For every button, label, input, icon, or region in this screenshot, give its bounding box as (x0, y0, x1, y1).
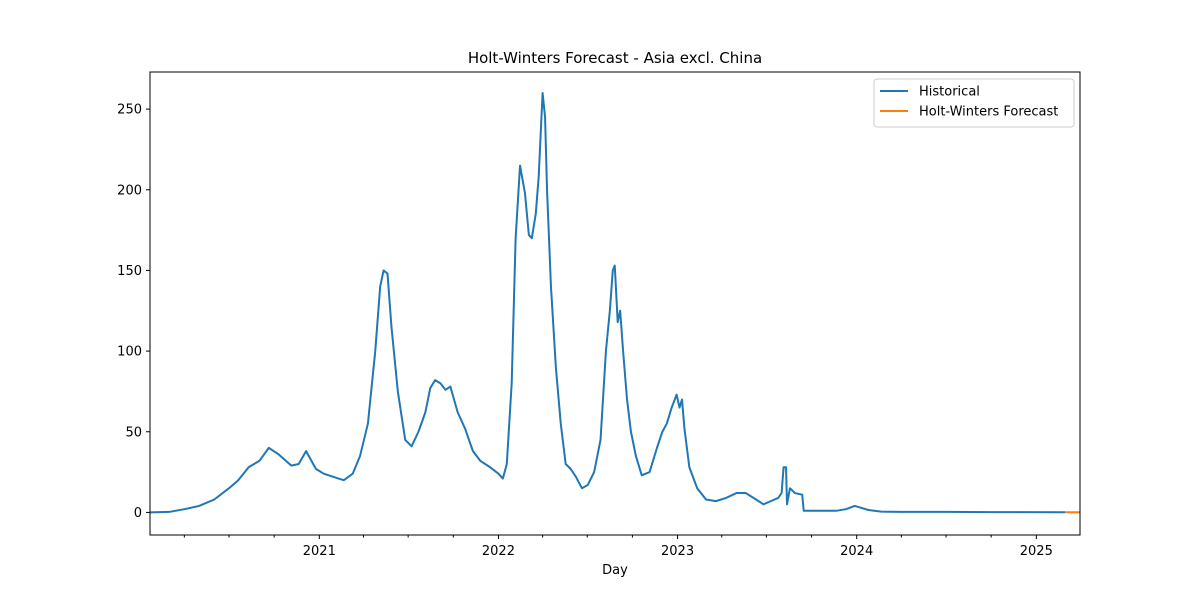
y-tick-label: 250 (117, 103, 142, 118)
y-tick-label: 50 (125, 425, 142, 440)
y-tick-label: 100 (117, 345, 142, 360)
y-tick-label: 200 (117, 183, 142, 198)
legend: Historical Holt-Winters Forecast (873, 78, 1075, 128)
x-tick-label: 2024 (840, 544, 873, 559)
series-line-historical (149, 91, 1066, 514)
x-tick-label: 2025 (1020, 544, 1053, 559)
y-tick-label: 150 (117, 264, 142, 279)
y-axis: 0 50 100 150 200 250 (117, 103, 150, 521)
x-axis: 2021 2022 2023 2024 2025 (183, 535, 1053, 559)
x-tick-label: 2021 (303, 544, 336, 559)
legend-label: Historical (919, 85, 980, 100)
legend-label: Holt-Winters Forecast (919, 105, 1058, 120)
axes-frame (149, 71, 1081, 536)
chart-title: Holt-Winters Forecast - Asia excl. China (468, 49, 762, 67)
x-tick-label: 2022 (482, 544, 515, 559)
y-tick-label: 0 (134, 506, 142, 521)
x-axis-title: Day (602, 563, 628, 578)
x-tick-label: 2023 (661, 544, 694, 559)
plot-area (149, 71, 1081, 536)
legend-box (873, 78, 1075, 128)
